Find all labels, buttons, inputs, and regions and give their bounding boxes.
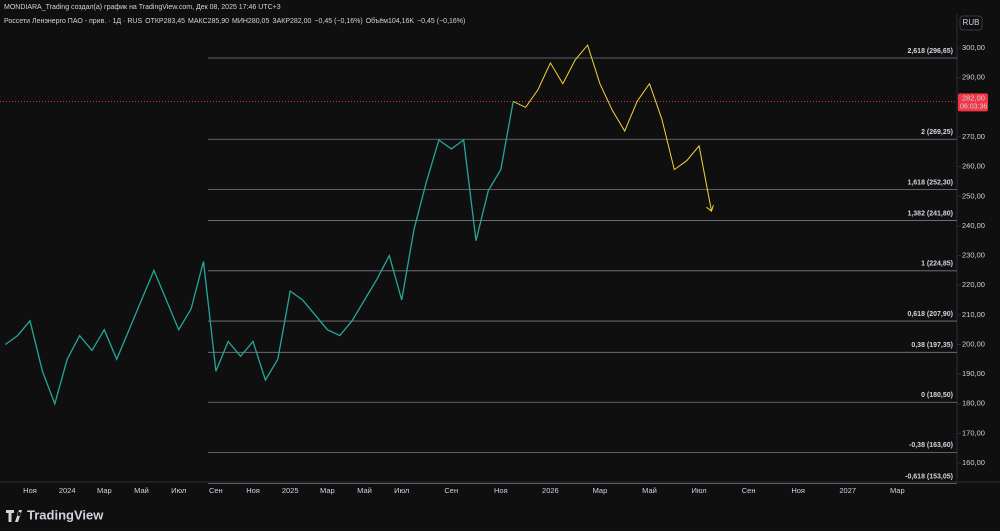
y-tick-label: 200,00 (962, 339, 985, 348)
arrow-head (706, 204, 714, 212)
y-tick-label: 270,00 (962, 132, 985, 141)
ohlc-label: ОТКР (145, 18, 164, 25)
y-tick-label: 210,00 (962, 310, 985, 319)
y-tick-label: 220,00 (962, 280, 985, 289)
x-tick-label: 2026 (542, 486, 559, 495)
symbol-info: Россети Ленэнерго ПАО - прив. · 1Д · RUS… (4, 17, 465, 25)
x-tick-label: 2025 (282, 486, 299, 495)
y-tick-label: 300,00 (962, 43, 985, 52)
x-tick-label: Ноя (23, 486, 37, 495)
y-tick-label: 190,00 (962, 369, 985, 378)
x-tick-label: Мар (593, 486, 608, 495)
y-tick-label: 160,00 (962, 458, 985, 467)
change: −0,45 (−0,16%) (314, 18, 362, 25)
volume-label: Объём (366, 17, 388, 25)
fib-label: 2,618 (296,65) (907, 48, 953, 55)
x-tick-label: Ноя (246, 486, 260, 495)
fib-label: 1,382 (241,80) (907, 210, 953, 217)
last-price-tag (958, 93, 988, 112)
y-tick-label: 290,00 (962, 73, 985, 82)
volume: 104,16K (388, 18, 414, 25)
x-tick-label: Июл (394, 486, 409, 495)
logo[interactable]: TradingView (27, 507, 104, 522)
ohlc-label: МИН (232, 18, 248, 25)
ohlc-label: МАКС (188, 18, 208, 25)
x-tick-label: Сен (444, 486, 458, 495)
x-tick-label: Мар (320, 486, 335, 495)
x-tick-label: Ноя (494, 486, 508, 495)
y-tick-label: 230,00 (962, 251, 985, 260)
y-tick-label: 170,00 (962, 428, 985, 437)
fib-label: 0,38 (197,35) (911, 342, 953, 349)
logo-group: TradingView (6, 507, 104, 522)
x-tick-label: Май (134, 486, 149, 495)
x-tick-label: Сен (742, 486, 756, 495)
x-tick-label: 2024 (59, 486, 76, 495)
x-tick-label: Ноя (791, 486, 805, 495)
currency[interactable]: RUB (963, 18, 980, 27)
volume-change: −0,45 (−0,16%) (417, 18, 465, 25)
ohlc-value: 283,45 (164, 18, 186, 25)
last-price: 282,00 (962, 93, 985, 102)
ohlc-value: 282,00 (290, 18, 312, 25)
fib-label: 1 (224,85) (921, 261, 953, 268)
x-tick-label: Июл (691, 486, 706, 495)
credit: MONDIARA_Trading создал(а) график на Tra… (4, 4, 281, 11)
x-tick-label: Май (642, 486, 657, 495)
x-tick-label: Сен (209, 486, 223, 495)
x-tick-label: Июл (171, 486, 186, 495)
fib-label: -0,38 (163,60) (909, 442, 953, 449)
ohlc-value: 285,90 (208, 18, 230, 25)
ohlc-label: ЗАКР (272, 18, 290, 25)
y-tick-label: 250,00 (962, 191, 985, 200)
fib-label: 1,618 (252,30) (907, 179, 953, 186)
x-tick-label: Мар (97, 486, 112, 495)
y-tick-label: 260,00 (962, 162, 985, 171)
symbol: Россети Ленэнерго ПАО - прив. · 1Д · RUS (4, 18, 142, 25)
currency-button[interactable] (959, 15, 983, 31)
x-tick-label: Май (357, 486, 372, 495)
logo-icon (6, 510, 22, 522)
countdown: 06:03:36 (960, 103, 987, 110)
series-line (4, 101, 514, 406)
fib-label: 2 (269,25) (921, 129, 953, 136)
fib-label: 0,618 (207,90) (907, 311, 953, 318)
fib-label: 0 (180,50) (921, 392, 953, 399)
series-line (512, 44, 712, 212)
x-tick-label: Мар (890, 486, 905, 495)
fib-label: -0,618 (153,05) (905, 473, 953, 480)
ohlc-value: 280,05 (248, 18, 270, 25)
y-tick-label: 180,00 (962, 399, 985, 408)
y-tick-label: 240,00 (962, 221, 985, 230)
x-tick-label: 2027 (839, 486, 856, 495)
